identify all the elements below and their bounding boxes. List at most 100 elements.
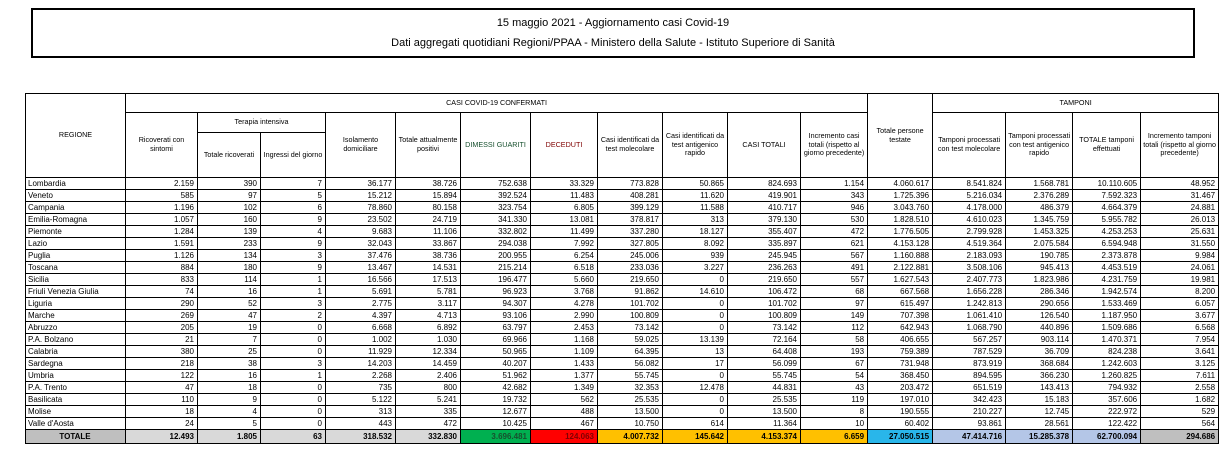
table-cell: 14.459 [395,357,461,370]
table-cell: 3 [260,357,326,370]
table-cell: 378.817 [597,213,663,226]
table-cell: 54 [799,369,869,382]
table-cell: 824.238 [1072,345,1142,358]
region-name-cell: Friuli Venezia Giulia [25,285,126,298]
table-cell: 16 [197,285,261,298]
table-cell: 1.470.371 [1072,333,1142,346]
table-cell: 8.200 [1140,285,1220,298]
table-cell: 2.373.878 [1072,249,1142,262]
table-cell: 145.642 [662,429,728,444]
table-cell: 15.285.378 [1005,429,1074,444]
table-cell: 13 [662,345,728,358]
table-cell: 5.691 [325,285,396,298]
column-header-attualmente-positivi: Totale attualmente positivi [395,112,461,178]
table-cell: 1.533.469 [1072,297,1142,310]
table-cell: 97 [799,297,869,310]
table-cell: 7.992 [530,237,598,250]
table-cell: 11.929 [325,345,396,358]
table-cell: 5.216.034 [932,189,1007,202]
table-cell: 1.284 [125,225,198,238]
table-cell: 399.129 [597,201,663,214]
column-header-casi-totali: CASI TOTALI [727,112,801,178]
table-cell: 233.036 [597,261,663,274]
table-cell: 2 [260,309,326,322]
table-cell: 13.081 [530,213,598,226]
table-cell: 4.713 [395,309,461,322]
table-cell: 4.060.617 [867,177,934,190]
table-cell: 3 [260,249,326,262]
table-cell: 4.519.364 [932,237,1007,250]
table-cell: 0 [662,309,728,322]
table-cell: 5 [197,417,261,430]
table-cell: 419.901 [727,189,801,202]
report-title-line2: Dati aggregati quotidiani Regioni/PPAA -… [391,36,835,49]
table-cell: 4.397 [325,309,396,322]
table-cell: 4.664.379 [1072,201,1142,214]
table-cell: 380 [125,345,198,358]
table-cell: 180 [197,261,261,274]
region-name-cell: Valle d'Aosta [25,417,126,430]
region-name-cell: Umbria [25,369,126,382]
table-cell: 11.620 [662,189,728,202]
table-cell: 3.125 [1140,357,1220,370]
table-cell: 80.158 [395,201,461,214]
table-cell: 390 [197,177,261,190]
table-cell: 759.389 [867,345,934,358]
table-cell: 1.057 [125,213,198,226]
table-cell: 36.709 [1005,345,1074,358]
table-cell: 5.660 [530,273,598,286]
table-cell: 78.860 [325,201,396,214]
table-cell: 564 [1140,417,1220,430]
table-cell: 567.257 [932,333,1007,346]
table-cell: 2.183.093 [932,249,1007,262]
table-cell: 101.702 [727,297,801,310]
table-cell: 69.966 [460,333,531,346]
table-cell: 17 [662,357,728,370]
region-name-cell: Sicilia [25,273,126,286]
table-cell: 59.025 [597,333,663,346]
table-cell: 773.828 [597,177,663,190]
table-cell: 4 [197,405,261,418]
table-cell: 2.558 [1140,381,1220,394]
table-cell: 11.483 [530,189,598,202]
region-name-cell: Veneto [25,189,126,202]
table-cell: 1.242.603 [1072,357,1142,370]
table-cell: 6.057 [1140,297,1220,310]
table-cell: 903.114 [1005,333,1074,346]
table-cell: 0 [662,321,728,334]
table-cell: 335.897 [727,237,801,250]
table-cell: 1 [260,285,326,298]
table-cell: 215.214 [460,261,531,274]
table-cell: 26.013 [1140,213,1220,226]
table-cell: 794.932 [1072,381,1142,394]
table-cell: 63.797 [460,321,531,334]
table-cell: 12.334 [395,345,461,358]
table-cell: 18 [125,405,198,418]
table-cell: 25.535 [727,393,801,406]
table-cell: 10.750 [597,417,663,430]
table-cell: 222.972 [1072,405,1142,418]
table-cell: 47 [197,309,261,322]
table-cell: 4.153.374 [727,429,801,444]
table-cell: 16.566 [325,273,396,286]
table-row: Emilia-Romagna 1.057 160 9 23.502 24.719 341.3… [25,213,1220,226]
table-cell: 15.894 [395,189,461,202]
table-cell: 25.535 [597,393,663,406]
table-cell: 3.117 [395,297,461,310]
table-cell: 5 [260,189,326,202]
column-header-incremento-casi: Incremento casi totali (rispetto al gior… [799,112,869,178]
table-cell: 4.453.519 [1072,261,1142,274]
column-header-tamponi-molecolare: Tamponi processati con test molecolare [932,112,1007,178]
table-cell: 94.307 [460,297,531,310]
table-cell: 833 [125,273,198,286]
table-cell: 342.423 [932,393,1007,406]
table-cell: 200.955 [460,249,531,262]
table-cell: 6.568 [1140,321,1220,334]
table-cell: 3 [260,297,326,310]
table-cell: 196.477 [460,273,531,286]
table-cell: 126.540 [1005,309,1074,322]
table-cell: 10 [799,417,869,430]
table-cell: 93.106 [460,309,531,322]
table-cell: 332.802 [460,225,531,238]
table-cell: 946 [799,201,869,214]
